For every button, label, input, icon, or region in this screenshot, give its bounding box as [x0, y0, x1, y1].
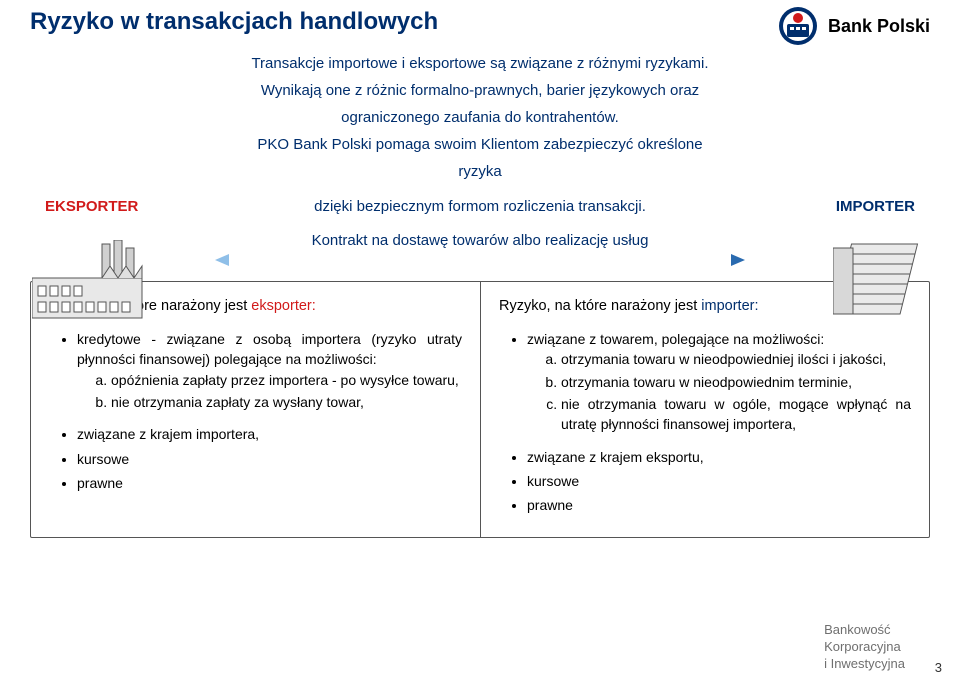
list-item: kursowe [77, 449, 462, 469]
exporter-bullets-2: związane z krajem importera, kursowe pra… [49, 424, 462, 493]
bullet-text: kredytowe - związane z osobą importera (… [77, 331, 462, 367]
factory-icon [32, 240, 152, 325]
exporter-subitems: opóźnienia zapłaty przez importera - po … [77, 370, 462, 413]
list-item: związane z krajem eksportu, [527, 447, 911, 467]
intro-line: Transakcje importowe i eksportowe są zwi… [155, 50, 805, 77]
intro-line: ograniczonego zaufania do kontrahentów. [155, 104, 805, 131]
list-item: prawne [527, 495, 911, 515]
col-title-prefix: Ryzyko, na które narażony jest [499, 298, 701, 314]
importer-subitems: otrzymania towaru w nieodpowiedniej iloś… [527, 349, 911, 434]
brand-logo: Bank Polski [778, 6, 930, 46]
list-item: opóźnienia zapłaty przez importera - po … [111, 370, 462, 390]
office-building-icon [833, 238, 928, 325]
pko-logo-icon [778, 6, 818, 46]
exporter-label: EKSPORTER [30, 198, 210, 215]
list-item: kursowe [527, 471, 911, 491]
col-title-role: eksporter: [251, 298, 315, 314]
list-item: związane z krajem importera, [77, 424, 462, 444]
intro-line: PKO Bank Polski pomaga swoim Klientom za… [155, 131, 805, 158]
bullet-text: związane z towarem, polegające na możliw… [527, 331, 824, 347]
intro-line: Wynikają one z różnic formalno-prawnych,… [155, 77, 805, 104]
exporter-bullets: kredytowe - związane z osobą importera (… [49, 329, 462, 412]
list-item: otrzymania towaru w nieodpowiedniej iloś… [561, 349, 911, 369]
roles-row: EKSPORTER dzięki bezpiecznym formom rozl… [30, 193, 930, 220]
importer-label: IMPORTER [750, 198, 930, 215]
contract-arrow [30, 253, 930, 267]
risk-columns: Ryzyko, na które narażony jest eksporter… [30, 281, 930, 538]
double-arrow-icon [215, 253, 745, 267]
list-item: związane z towarem, polegające na możliw… [527, 329, 911, 434]
intro-block: Transakcje importowe i eksportowe są zwi… [155, 50, 805, 185]
importer-bullets-2: związane z krajem eksportu, kursowe praw… [499, 447, 911, 516]
list-item: prawne [77, 473, 462, 493]
list-item: nie otrzymania towaru w ogóle, mogące wp… [561, 394, 911, 435]
intro-line: dzięki bezpiecznym formom rozliczenia tr… [210, 193, 750, 220]
importer-bullets: związane z towarem, polegające na możliw… [499, 329, 911, 434]
footer-line: i Inwestycyjna [824, 656, 905, 673]
list-item: kredytowe - związane z osobą importera (… [77, 329, 462, 412]
brand-name: Bank Polski [828, 16, 930, 37]
footer-line: Korporacyjna [824, 639, 905, 656]
col-title-role: importer: [701, 298, 758, 314]
footer-brand: Bankowość Korporacyjna i Inwestycyjna [824, 622, 905, 673]
footer-line: Bankowość [824, 622, 905, 639]
page-number: 3 [935, 660, 942, 675]
intro-line: ryzyka [155, 158, 805, 185]
list-item: otrzymania towaru w nieodpowiednim termi… [561, 372, 911, 392]
contract-caption: Kontrakt na dostawę towarów albo realiza… [30, 232, 930, 249]
list-item: nie otrzymania zapłaty za wysłany towar, [111, 392, 462, 412]
